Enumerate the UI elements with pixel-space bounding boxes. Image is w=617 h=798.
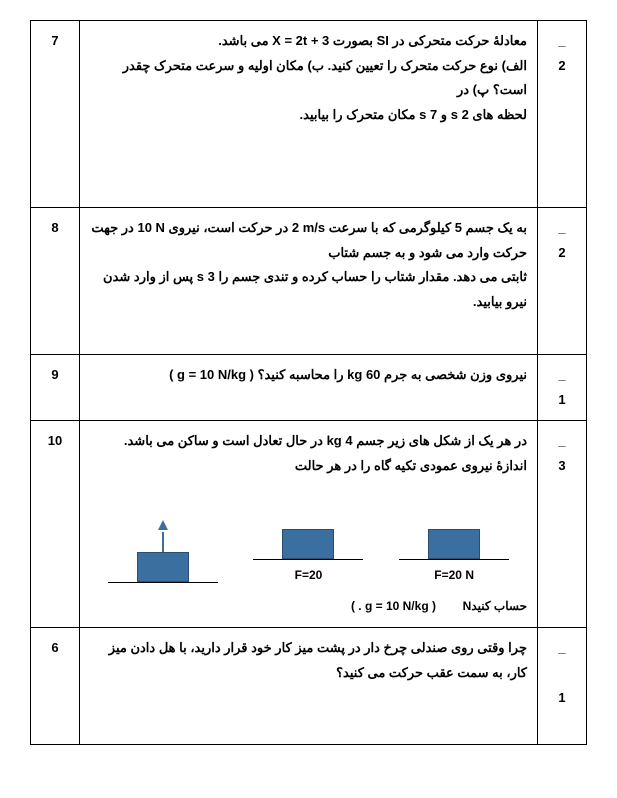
number-cell: 9 [31,355,80,421]
footer-right: حساب کنیدN [463,599,527,613]
figure-b: F=20 [248,499,368,587]
number-cell: 6 [31,628,80,745]
number-cell: 10 [31,421,80,628]
mass-box [282,529,334,559]
q-line: معادلهٔ حرکت متحرکی در SI بصورت ‎X = 2t … [90,29,527,54]
score: _2 [558,33,565,73]
q-line: نیروی وزن شخصی به جرم 60 kg را محاسبه کن… [90,363,527,388]
q-line: ثابتی می دهد. مقدار شتاب را حساب کرده و … [90,265,527,314]
score-cell: _2 [538,21,587,208]
question-cell: چرا وقتی روی صندلی چرخ دار در پشت میز کا… [80,628,538,745]
score: _1 [558,640,565,704]
question-cell: معادلهٔ حرکت متحرکی در SI بصورت ‎X = 2t … [80,21,538,208]
score: _1 [558,367,565,407]
score: _3 [558,433,565,473]
q-num: 8 [51,220,58,235]
arrow-stem [162,532,164,552]
score-cell: _1 [538,628,587,745]
q-line: چرا وقتی روی صندلی چرخ دار در پشت میز کا… [90,636,527,685]
questions-table: _2 معادلهٔ حرکت متحرکی در SI بصورت ‎X = … [30,20,587,745]
score: _2 [558,220,565,260]
footer-line: حساب کنیدN ( . g = 10 N/kg ) [90,595,527,618]
score-cell: _3 [538,421,587,628]
figures-row: F=20 F=20 N [90,499,527,587]
table-row: _2 معادلهٔ حرکت متحرکی در SI بصورت ‎X = … [31,21,587,208]
force-label: F=20 [248,564,368,587]
question-cell: در هر یک از شکل های زیر جسم 4 kg در حال … [80,421,538,628]
figure-c: F=20 N [394,499,514,587]
q-num: 10 [48,433,62,448]
q-num: 6 [51,640,58,655]
q-line: لحظه های 2 s و 7 s مکان متحرک را بیابید. [90,103,527,128]
q-num: 9 [51,367,58,382]
number-cell: 8 [31,208,80,355]
surface-line [399,559,509,560]
table-row: _1 چرا وقتی روی صندلی چرخ دار در پشت میز… [31,628,587,745]
surface-line [253,559,363,560]
q-line: به یک جسم 5 کیلوگرمی که با سرعت ‎2 m/s‎ … [90,216,527,265]
arrow-up-icon [158,520,168,530]
table-row: _3 در هر یک از شکل های زیر جسم 4 kg در ح… [31,421,587,628]
surface-line [108,582,218,583]
force-label: F=20 N [394,564,514,587]
table-row: _2 به یک جسم 5 کیلوگرمی که با سرعت ‎2 m/… [31,208,587,355]
score-cell: _2 [538,208,587,355]
mass-box [428,529,480,559]
table-row: _1 نیروی وزن شخصی به جرم 60 kg را محاسبه… [31,355,587,421]
question-cell: به یک جسم 5 کیلوگرمی که با سرعت ‎2 m/s‎ … [80,208,538,355]
q-num: 7 [51,33,58,48]
mass-box [137,552,189,582]
score-cell: _1 [538,355,587,421]
footer-mid: ( . g = 10 N/kg ) [351,595,436,618]
q-line: الف) نوع حرکت متحرک را تعیین کنید. ب) مک… [90,54,527,103]
q-intro: در هر یک از شکل های زیر جسم 4 kg در حال … [90,429,527,478]
number-cell: 7 [31,21,80,208]
question-cell: نیروی وزن شخصی به جرم 60 kg را محاسبه کن… [80,355,538,421]
figure-a [103,522,223,587]
